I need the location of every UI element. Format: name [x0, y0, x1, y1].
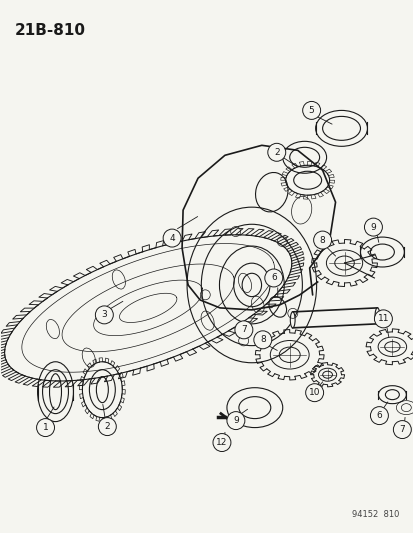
- Text: 9: 9: [233, 416, 238, 425]
- Circle shape: [253, 331, 271, 349]
- Circle shape: [305, 384, 323, 402]
- Text: 9: 9: [370, 223, 375, 232]
- Circle shape: [234, 321, 252, 339]
- Circle shape: [212, 433, 230, 451]
- Text: 21B-810: 21B-810: [14, 22, 85, 38]
- Text: 10: 10: [308, 388, 320, 397]
- Circle shape: [302, 101, 320, 119]
- Text: 7: 7: [240, 325, 246, 334]
- Text: 11: 11: [377, 314, 388, 324]
- Text: 5: 5: [308, 106, 314, 115]
- Ellipse shape: [374, 308, 379, 324]
- Text: 6: 6: [270, 273, 276, 282]
- Circle shape: [163, 229, 180, 247]
- Circle shape: [36, 418, 55, 437]
- Circle shape: [267, 143, 285, 161]
- Circle shape: [264, 269, 282, 287]
- Text: 94152  810: 94152 810: [351, 510, 399, 519]
- Circle shape: [370, 407, 387, 425]
- Circle shape: [98, 417, 116, 435]
- Text: 7: 7: [399, 425, 404, 434]
- Ellipse shape: [290, 312, 294, 328]
- Text: 8: 8: [319, 236, 325, 245]
- Text: 12: 12: [216, 438, 227, 447]
- Circle shape: [373, 310, 392, 328]
- Text: 6: 6: [376, 411, 381, 420]
- Text: 2: 2: [104, 422, 110, 431]
- Circle shape: [313, 231, 331, 249]
- Circle shape: [226, 411, 244, 430]
- Text: 1: 1: [43, 423, 48, 432]
- Text: 4: 4: [169, 233, 175, 243]
- Circle shape: [392, 421, 411, 439]
- Text: 3: 3: [101, 310, 107, 319]
- Text: 2: 2: [273, 148, 279, 157]
- Text: 8: 8: [259, 335, 265, 344]
- Circle shape: [363, 218, 382, 236]
- Circle shape: [95, 306, 113, 324]
